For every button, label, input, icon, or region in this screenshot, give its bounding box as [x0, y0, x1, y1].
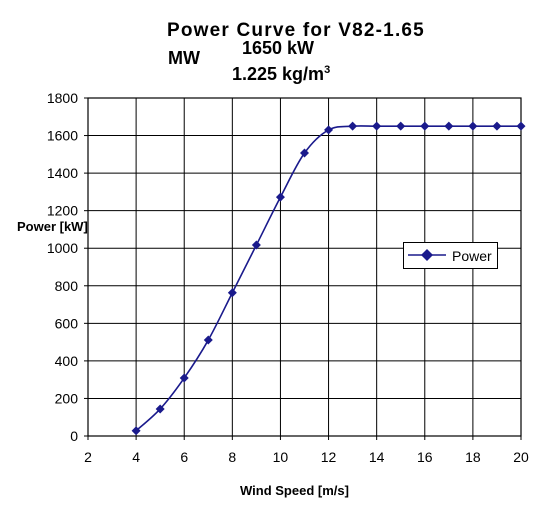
y-tick-label: 1400: [47, 165, 78, 181]
y-tick-label: 600: [55, 315, 79, 331]
data-point-marker: [324, 125, 334, 135]
chart-title-line3-density: 1.225 kg/m3: [232, 64, 330, 85]
data-point-marker: [203, 335, 213, 345]
y-tick-label: 800: [55, 278, 79, 294]
data-point-marker: [444, 121, 454, 131]
x-tick-label: 8: [228, 449, 236, 465]
data-point-marker: [179, 373, 189, 383]
y-tick-label: 1000: [47, 240, 78, 256]
y-tick-label: 0: [70, 428, 78, 444]
x-tick-label: 12: [321, 449, 337, 465]
density-value: 1.225 kg/m: [232, 64, 325, 84]
y-axis-label: Power [kW]: [17, 219, 88, 234]
plot-area-frame: [87, 97, 522, 437]
data-point-marker: [275, 192, 285, 202]
y-tick-label: 1600: [47, 128, 78, 144]
x-tick-label: 6: [180, 449, 188, 465]
y-tick-label: 400: [55, 353, 79, 369]
legend-marker-diamond: [408, 249, 446, 261]
data-point-marker: [492, 121, 502, 131]
chart-title: Power Curve for V82-1.65 MW 1650 kW 1.22…: [0, 0, 547, 90]
chart-title-line2-mw: MW: [168, 48, 200, 68]
y-tick-label: 1800: [47, 90, 78, 106]
chart-legend: Power: [403, 242, 498, 269]
y-tick-label: 1200: [47, 203, 78, 219]
x-tick-label: 2: [84, 449, 92, 465]
data-point-marker: [420, 121, 430, 131]
data-point-marker: [348, 121, 358, 131]
data-point-marker: [372, 121, 382, 131]
data-point-marker: [468, 121, 478, 131]
data-point-marker: [131, 426, 141, 436]
x-tick-label: 20: [513, 449, 529, 465]
data-point-marker: [396, 121, 406, 131]
x-tick-label: 4: [132, 449, 140, 465]
data-point-marker: [155, 404, 165, 414]
data-point-marker: [227, 288, 237, 298]
x-tick-label: 18: [465, 449, 481, 465]
x-tick-label: 10: [273, 449, 289, 465]
y-tick-label: 200: [55, 390, 79, 406]
data-point-marker: [516, 121, 526, 131]
x-tick-label: 14: [369, 449, 385, 465]
density-exponent: 3: [324, 64, 331, 76]
legend-label-power: Power: [452, 248, 492, 264]
data-point-marker: [251, 240, 261, 250]
x-axis-label: Wind Speed [m/s]: [240, 483, 349, 498]
x-tick-label: 16: [417, 449, 433, 465]
data-point-marker: [300, 148, 309, 158]
chart-title-line2-kw: 1650 kW: [242, 38, 315, 58]
chart-title-line1: Power Curve for V82-1.65: [167, 20, 425, 41]
